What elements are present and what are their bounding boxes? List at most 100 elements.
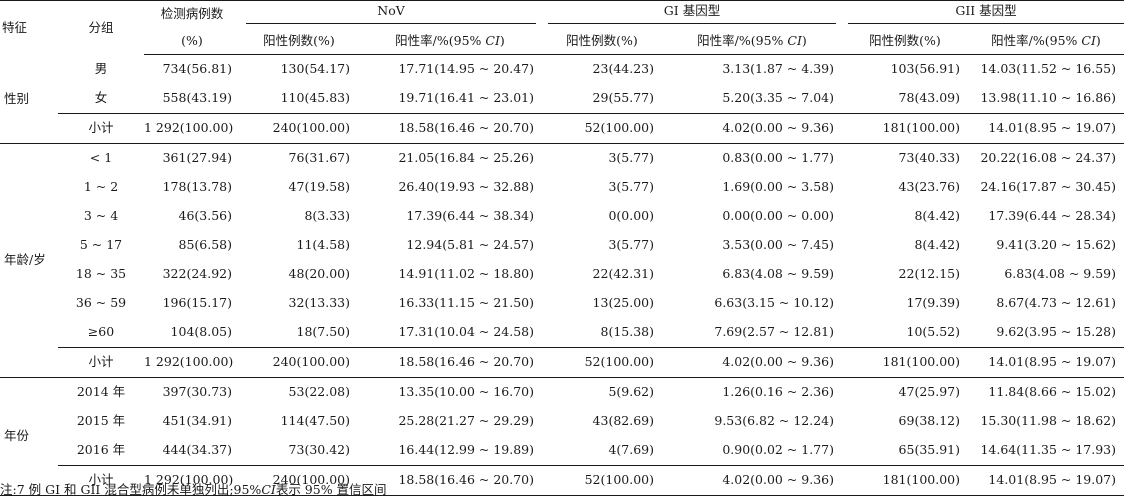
header-gi-rate-text: 阳性率/%(95% bbox=[697, 32, 784, 48]
group-cell: ≥60 bbox=[87, 324, 115, 340]
table-row: 女 558(43.19) 110(45.83) 19.71(16.41 ~ 23.01… bbox=[0, 84, 1124, 114]
gi-rate-cell: 0.90(0.02 ~ 1.77) bbox=[722, 442, 834, 458]
table-row: 性别 男 734(56.81) 130(54.17) 17.71(14.95 ~ 20.… bbox=[0, 54, 1124, 144]
subtotal-gi-rate-cell: 4.02(0.00 ~ 9.36) bbox=[662, 465, 842, 496]
nov-rate-cell: 19.71(16.41 ~ 23.01) bbox=[398, 90, 534, 106]
gi-cases-cell: 3(5.77) bbox=[608, 179, 654, 195]
group-cell: 2014 年 bbox=[76, 384, 126, 400]
footnote-text: 注:7 例 GI 和 GII 混合型病例未单独列出;95% bbox=[0, 482, 262, 497]
table-row: 3 ~ 4 46(3.56) 8(3.33) 17.39(6.44 ~ 38.34) 0… bbox=[0, 202, 1124, 231]
group-cell: 18 ~ 35 bbox=[75, 266, 127, 282]
group-cell: < 1 bbox=[89, 150, 113, 166]
gii-rate-cell: 9.62(3.95 ~ 15.28) bbox=[996, 324, 1116, 340]
gii-rate-cell: 17.39(6.44 ~ 28.34) bbox=[988, 208, 1116, 224]
gi-cases-cell: 29(55.77) bbox=[592, 90, 654, 106]
header-gii-rate-ci: CI bbox=[1081, 32, 1096, 48]
gii-cases-cell: 65(35.91) bbox=[898, 442, 960, 458]
gii-rate-cell: 8.67(4.73 ~ 12.61) bbox=[996, 295, 1116, 311]
gi-cases-cell: 23(44.23) bbox=[592, 61, 654, 77]
group-cell: 男 bbox=[94, 61, 108, 76]
tested-cell: 397(30.73) bbox=[162, 384, 232, 400]
nov-rate-cell: 16.33(11.15 ~ 21.50) bbox=[398, 295, 534, 311]
header-tested-pct: (%) bbox=[144, 28, 240, 55]
subtotal-tested-cell: 1 292(100.00) bbox=[144, 113, 240, 144]
header-gi-label: GI 基因型 bbox=[548, 4, 836, 25]
table-row: 18 ~ 35 322(24.92) 48(20.00) 14.91(11.02 ~ … bbox=[0, 260, 1124, 289]
table-row: ≥60 104(8.05) 18(7.50) 17.31(10.04 ~ 24.58)… bbox=[0, 318, 1124, 348]
header-gi: GI 基因型 bbox=[542, 0, 842, 28]
table-row: 2015 年 451(34.91) 114(47.50) 25.28(21.27 ~ … bbox=[0, 407, 1124, 436]
gii-cases-cell: 8(4.42) bbox=[914, 208, 960, 224]
table-row: 36 ~ 59 196(15.17) 32(13.33) 16.33(11.15 ~ … bbox=[0, 289, 1124, 318]
subtotal-gii-rate-cell: 14.01(8.95 ~ 19.07) bbox=[968, 465, 1124, 496]
gii-cases-cell: 47(25.97) bbox=[898, 384, 960, 400]
subtotal-group-cell: 小计 bbox=[58, 347, 144, 378]
nov-cases-cell: 32(13.33) bbox=[288, 295, 350, 311]
gi-cases-cell: 8(15.38) bbox=[600, 324, 655, 340]
subtotal-gii-rate-cell: 14.01(8.95 ~ 19.07) bbox=[968, 113, 1124, 144]
header-tested: 检测病例数 bbox=[144, 0, 240, 28]
header-gi-rate-close: ) bbox=[801, 32, 807, 48]
gi-rate-cell: 3.13(1.87 ~ 4.39) bbox=[722, 61, 834, 77]
nov-rate-cell: 26.40(19.93 ~ 32.88) bbox=[398, 179, 534, 195]
subtotal-gii-cases-cell: 181(100.00) bbox=[842, 113, 968, 144]
table-row: 2016 年 444(34.37) 73(30.42) 16.44(12.99 ~ 1… bbox=[0, 436, 1124, 466]
tested-cell: 444(34.37) bbox=[162, 442, 232, 458]
gi-rate-cell: 5.20(3.35 ~ 7.04) bbox=[722, 90, 834, 106]
gi-cases-cell: 3(5.77) bbox=[608, 150, 654, 166]
nov-rate-cell: 14.91(11.02 ~ 18.80) bbox=[398, 266, 534, 282]
nov-rate-cell: 21.05(16.84 ~ 25.26) bbox=[398, 150, 534, 166]
nov-rate-cell: 25.28(21.27 ~ 29.29) bbox=[398, 413, 534, 429]
header-nov-rate-text: 阳性率/%(95% bbox=[395, 32, 482, 48]
header-gii-pos-cases: 阳性例数(%) bbox=[842, 28, 968, 55]
table-row: 1 ~ 2 178(13.78) 47(19.58) 26.40(19.93 ~ 32… bbox=[0, 173, 1124, 202]
gii-rate-cell: 24.16(17.87 ~ 30.45) bbox=[980, 179, 1116, 195]
tested-cell: 361(27.94) bbox=[162, 150, 232, 166]
gi-rate-cell: 0.00(0.00 ~ 0.00) bbox=[722, 208, 834, 224]
section-label: 年龄/岁 bbox=[0, 143, 58, 378]
footnote-text-end: 表示 95% 置信区间 bbox=[275, 482, 387, 497]
table-row: 年龄/岁 < 1 361(27.94) 76(31.67) 21.05(16.84 ~ … bbox=[0, 143, 1124, 378]
nov-cases-cell: 114(47.50) bbox=[280, 413, 350, 429]
subtotal-row: 小计 1 292(100.00) 240(100.00) 18.58(16.46 ~ … bbox=[0, 465, 1124, 496]
nov-cases-cell: 110(45.83) bbox=[280, 90, 350, 106]
gi-cases-cell: 3(5.77) bbox=[608, 237, 654, 253]
subtotal-group-cell: 小计 bbox=[58, 465, 144, 496]
gi-cases-cell: 43(82.69) bbox=[592, 413, 654, 429]
nov-cases-cell: 48(20.00) bbox=[288, 266, 350, 282]
gii-rate-cell: 14.64(11.35 ~ 17.93) bbox=[980, 442, 1116, 458]
subtotal-row: 小计 1 292(100.00) 240(100.00) 18.58(16.46 ~ … bbox=[0, 347, 1124, 378]
header-gii-pos-rate: 阳性率/%(95% CI) bbox=[968, 28, 1124, 55]
gi-rate-cell: 0.83(0.00 ~ 1.77) bbox=[722, 150, 834, 166]
subtotal-gi-cases-cell: 52(100.00) bbox=[542, 347, 662, 378]
gi-cases-cell: 5(9.62) bbox=[608, 384, 654, 400]
header-gii-rate-text: 阳性率/%(95% bbox=[991, 32, 1078, 48]
gii-rate-cell: 14.03(11.52 ~ 16.55) bbox=[980, 61, 1116, 77]
tested-cell: 322(24.92) bbox=[162, 266, 232, 282]
nov-cases-cell: 11(4.58) bbox=[296, 237, 351, 253]
nov-rate-cell: 12.94(5.81 ~ 24.57) bbox=[406, 237, 534, 253]
nov-cases-cell: 53(22.08) bbox=[288, 384, 350, 400]
gii-cases-cell: 8(4.42) bbox=[914, 237, 960, 253]
subtotal-nov-rate-cell: 18.58(16.46 ~ 20.70) bbox=[358, 113, 542, 144]
gi-cases-cell: 0(0.00) bbox=[608, 208, 654, 224]
gii-rate-cell: 9.41(3.20 ~ 15.62) bbox=[996, 237, 1116, 253]
nov-cases-cell: 8(3.33) bbox=[304, 208, 350, 224]
gii-cases-cell: 73(40.33) bbox=[898, 150, 960, 166]
group-cell: 36 ~ 59 bbox=[75, 295, 127, 311]
header-gii-rate-close: ) bbox=[1095, 32, 1101, 48]
gii-cases-cell: 22(12.15) bbox=[898, 266, 960, 282]
nov-cases-cell: 18(7.50) bbox=[296, 324, 351, 340]
group-cell: 3 ~ 4 bbox=[83, 208, 119, 224]
gi-rate-cell: 1.69(0.00 ~ 3.58) bbox=[722, 179, 834, 195]
subtotal-nov-rate-cell: 18.58(16.46 ~ 20.70) bbox=[358, 347, 542, 378]
tested-cell: 558(43.19) bbox=[162, 90, 232, 106]
subtotal-nov-cases-cell: 240(100.00) bbox=[240, 465, 358, 496]
gii-rate-cell: 15.30(11.98 ~ 18.62) bbox=[980, 413, 1116, 429]
nov-rate-cell: 16.44(12.99 ~ 19.89) bbox=[398, 442, 534, 458]
header-gi-pos-cases: 阳性例数(%) bbox=[542, 28, 662, 55]
tested-cell: 46(3.56) bbox=[178, 208, 233, 224]
gi-rate-cell: 7.69(2.57 ~ 12.81) bbox=[714, 324, 834, 340]
gii-cases-cell: 17(9.39) bbox=[906, 295, 961, 311]
